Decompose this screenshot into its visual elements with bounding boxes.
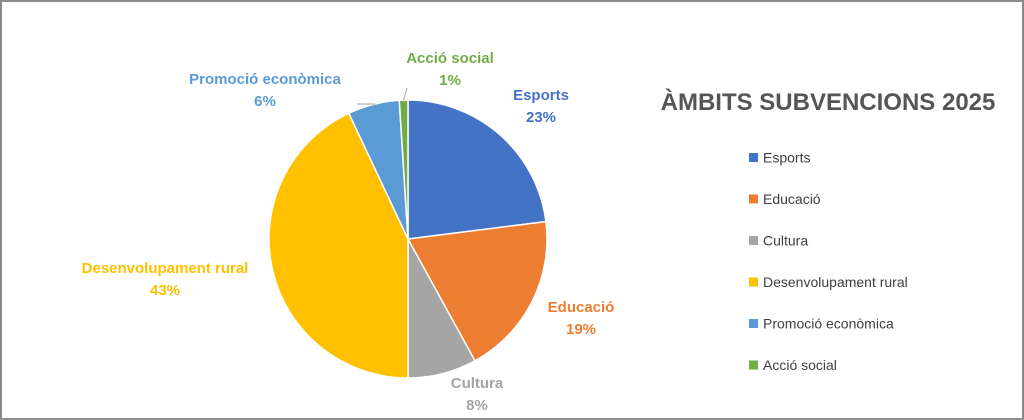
slice-label-name-promocio-economica: Promoció econòmica xyxy=(189,71,341,88)
legend-label-educacio: Educació xyxy=(763,191,821,207)
legend: Esports Educació Cultura Desenvolupament ru… xyxy=(749,150,908,373)
pie-slices xyxy=(268,99,548,379)
slice-label-value-accio-social: 1% xyxy=(439,72,461,89)
slice-label-value-promocio-economica: 6% xyxy=(254,93,276,110)
legend-label-accio-social: Acció social xyxy=(763,357,837,373)
legend-swatch-promocio-economica xyxy=(749,319,758,328)
legend-swatch-accio-social xyxy=(749,360,758,370)
legend-label-promocio-economica: Promoció econòmica xyxy=(763,316,894,332)
slice-label-value-cultura: 8% xyxy=(466,397,488,414)
legend-swatch-esports xyxy=(749,153,758,162)
legend-swatch-cultura xyxy=(749,236,758,245)
leader-lines xyxy=(357,87,408,105)
legend-label-desenvolupament-rural: Desenvolupament rural xyxy=(763,274,908,290)
pie-slice-educacio xyxy=(406,220,548,362)
chart-title: ÀMBITS SUBVENCIONS 2025 xyxy=(661,88,996,116)
slice-label-name-desenvolupament-rural: Desenvolupament rural xyxy=(82,260,249,277)
slice-label-name-cultura: Cultura xyxy=(451,375,504,392)
slice-label-name-educacio: Educació xyxy=(548,299,615,316)
slice-label-value-desenvolupament-rural: 43% xyxy=(150,282,180,299)
leader-line-accio-social xyxy=(403,87,408,101)
slice-label-value-esports: 23% xyxy=(526,109,556,126)
legend-swatch-educacio xyxy=(749,194,758,204)
pie-slice-esports xyxy=(407,99,547,240)
slice-label-name-esports: Esports xyxy=(513,87,569,104)
pie-slice-desenvolupament-rural xyxy=(268,112,409,379)
slice-label-value-educacio: 19% xyxy=(566,321,596,338)
legend-label-cultura: Cultura xyxy=(763,233,808,249)
legend-swatch-desenvolupament-rural xyxy=(749,277,758,287)
slice-labels: Esports 23% Educació 19% Cultura 8% Desenvolup… xyxy=(82,50,615,414)
slice-label-name-accio-social: Acció social xyxy=(406,50,494,67)
legend-label-esports: Esports xyxy=(763,150,810,166)
